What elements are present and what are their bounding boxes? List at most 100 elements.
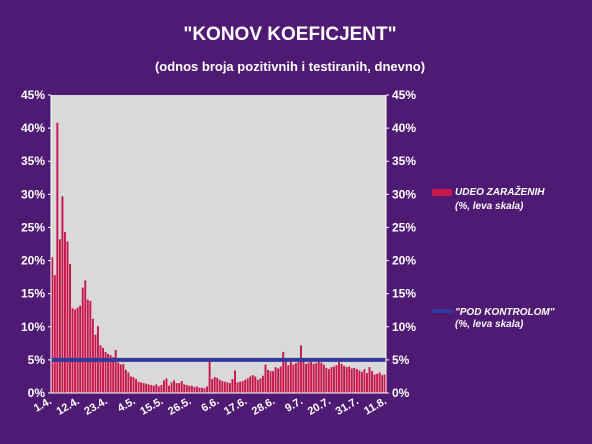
bar <box>112 357 115 393</box>
bar <box>195 386 198 393</box>
plot-area <box>51 95 386 393</box>
bar <box>383 374 386 393</box>
bar <box>228 383 231 393</box>
legend-label-line: "POD KONTROLOM" <box>455 307 555 318</box>
bar <box>360 371 363 393</box>
bar <box>102 347 104 393</box>
y-tick-label-right: 40% <box>392 121 416 135</box>
bar <box>117 362 120 393</box>
bar <box>322 364 325 393</box>
bar <box>226 382 229 393</box>
bar <box>246 378 249 393</box>
bar <box>155 384 158 393</box>
legend: UDEO ZARAŽENIH (%, leva skala) "POD KONT… <box>432 185 555 330</box>
bar <box>307 362 310 393</box>
bar <box>289 361 292 393</box>
bar <box>107 353 110 393</box>
bar <box>91 318 94 393</box>
bar <box>165 378 168 393</box>
bar <box>241 381 244 393</box>
chart-title: "KONOV KOEFICJENT" <box>183 24 396 45</box>
bar <box>61 196 64 393</box>
bar <box>74 309 77 393</box>
bar <box>114 349 117 393</box>
bar <box>302 361 305 393</box>
bar <box>381 375 384 393</box>
legend-swatch-bars <box>432 189 452 196</box>
bar <box>168 385 170 393</box>
bar <box>244 379 247 393</box>
legend-note-bars: (%, leva skala) <box>455 201 524 212</box>
bar <box>223 381 226 393</box>
bar <box>150 385 153 393</box>
bar <box>173 380 176 393</box>
bar <box>53 275 56 393</box>
bar <box>162 380 165 393</box>
bar <box>63 232 66 393</box>
bar <box>305 363 308 393</box>
bar <box>231 379 234 393</box>
bar <box>325 367 328 393</box>
bar <box>358 370 361 393</box>
bar <box>315 363 318 393</box>
bar <box>300 345 302 393</box>
bar <box>157 386 160 393</box>
legend-swatch-line <box>432 309 452 313</box>
y-tick-label-left: 40% <box>21 121 45 135</box>
bar <box>363 369 366 393</box>
bar <box>137 381 140 393</box>
legend-label-bars: UDEO ZARAŽENIH <box>455 185 545 198</box>
bar <box>330 367 333 393</box>
bar <box>216 377 219 393</box>
bar <box>190 385 193 393</box>
bar <box>343 365 346 393</box>
bar <box>122 363 125 393</box>
bar <box>94 334 97 393</box>
bar <box>236 382 239 393</box>
y-tick-label-right: 15% <box>392 287 416 301</box>
bar <box>79 305 82 393</box>
bar <box>340 363 343 393</box>
bar <box>272 371 275 393</box>
bar <box>119 364 122 393</box>
bar <box>249 376 252 393</box>
bar <box>132 377 135 393</box>
bar <box>147 384 150 393</box>
bar <box>282 351 285 393</box>
legend-note-line: (%, leva skala) <box>455 319 524 330</box>
bar <box>109 355 112 393</box>
bar <box>274 367 277 393</box>
bar <box>320 362 323 393</box>
right-axis-ticks: 0% 5% 10% 15% 20% 25% 30% 35% 40% 45% <box>386 88 416 400</box>
bar <box>188 385 191 393</box>
bar <box>99 345 102 393</box>
y-tick-label-right: 20% <box>392 254 416 268</box>
bar <box>104 351 107 393</box>
bar <box>213 377 216 393</box>
bar <box>152 385 155 393</box>
y-tick-label-right: 45% <box>392 88 416 102</box>
y-tick-label-right: 30% <box>392 187 416 201</box>
bar <box>317 358 320 393</box>
bar <box>297 361 300 393</box>
bar <box>51 257 54 393</box>
bar <box>327 369 330 393</box>
bar <box>58 239 61 393</box>
bar <box>376 373 379 393</box>
bar <box>160 385 163 393</box>
axes <box>50 95 387 394</box>
bar <box>142 383 145 393</box>
bar <box>175 383 178 393</box>
bar <box>135 379 137 393</box>
bar <box>371 371 374 393</box>
bar <box>185 385 188 393</box>
bar <box>86 299 89 393</box>
bar <box>234 370 236 393</box>
bar <box>69 263 71 393</box>
bar <box>269 371 272 393</box>
bar <box>193 387 196 393</box>
bar <box>284 361 287 393</box>
bar <box>254 376 257 393</box>
y-tick-label-right: 35% <box>392 154 416 168</box>
